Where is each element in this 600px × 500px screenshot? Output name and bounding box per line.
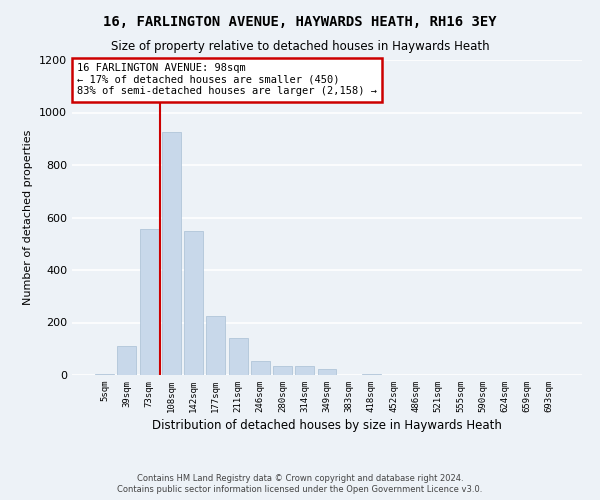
Bar (295, 366, 314, 375)
Bar (317, 369, 337, 375)
Text: Size of property relative to detached houses in Haywards Heath: Size of property relative to detached ho… (110, 40, 490, 53)
Bar (162, 132, 181, 375)
Bar (140, 230, 158, 375)
Bar (362, 374, 381, 375)
Text: 16 FARLINGTON AVENUE: 98sqm
← 17% of detached houses are smaller (450)
83% of se: 16 FARLINGTON AVENUE: 98sqm ← 17% of det… (77, 63, 377, 96)
Bar (251, 360, 270, 375)
X-axis label: Distribution of detached houses by size in Haywards Heath: Distribution of detached houses by size … (152, 419, 502, 432)
Bar (229, 338, 248, 375)
Bar (95, 374, 114, 375)
Bar (273, 366, 292, 375)
Text: Contains HM Land Registry data © Crown copyright and database right 2024.
Contai: Contains HM Land Registry data © Crown c… (118, 474, 482, 494)
Bar (118, 346, 136, 375)
Bar (206, 316, 225, 375)
Y-axis label: Number of detached properties: Number of detached properties (23, 130, 34, 305)
Bar (184, 230, 203, 375)
Text: 16, FARLINGTON AVENUE, HAYWARDS HEATH, RH16 3EY: 16, FARLINGTON AVENUE, HAYWARDS HEATH, R… (103, 15, 497, 29)
